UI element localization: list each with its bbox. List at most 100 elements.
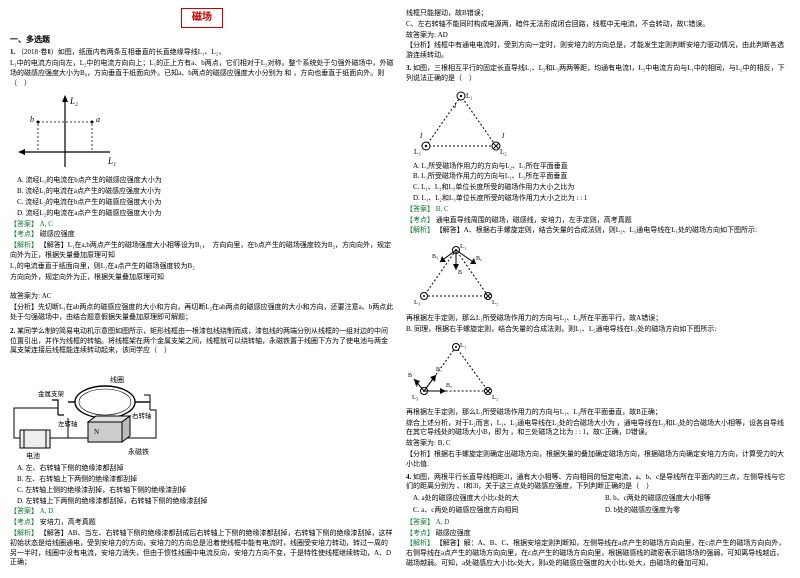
topic-label: 【考点】: [10, 518, 38, 526]
q1-optC: C. 流经L₂的电流在b点产生的磁感应强度大小为: [10, 198, 394, 208]
q3-ana6: 【分析】根据右手螺旋定则确定出磁场方向，根据矢量的叠加确定磁场方向，根据磁场方向…: [406, 450, 790, 470]
q2-ana: 【解答】AB、当左、右转轴下侧的绝缘漆都刮成后右转轴上下侧的绝缘漆都刮掉，右转轴…: [10, 529, 392, 566]
analysis-label: 【解析】: [406, 539, 434, 547]
q3-ana5: 综合上述分析，对于L₂而言，L₁、L₃通电导线在L₂处的合磁场大小为 ，通电导线…: [406, 419, 790, 439]
svg-text:N: N: [94, 428, 99, 436]
q1-ana1: 【解答】L₁在a,b两点产生的磁场强度大小相等设为B₁， 方向向里，在b点产生的…: [10, 241, 391, 259]
q1-figure: L₂ L₁ b a: [10, 92, 394, 172]
q3-topic-line: 【考点】 通电直导线周围的磁场，磁感线，安培力，左手定则，高考真题: [406, 216, 790, 226]
q2-optA: A. 左、右转轴下侧的绝缘漆都刮掉: [10, 464, 394, 474]
q2-figure: 电池 金属支架 线圈 左转轴 右转轴 N 永磁铁: [10, 360, 394, 460]
answer-label: 【答案】: [406, 518, 434, 526]
svg-text:L₁: L₁: [460, 243, 466, 250]
q1-conclusion2: 【分析】先切断L₁在ab两点的磁感应强度的大小和方向，再切断L₂在ab两点的磁感…: [10, 303, 394, 323]
q1-optB: B. 流经L₁的电流在a点产生的磁感应强度大小为: [10, 187, 394, 197]
svg-text:B: B: [458, 270, 462, 276]
svg-text:L₃: L₃: [414, 299, 420, 306]
analysis-label: 【解析】: [10, 529, 38, 537]
q2-answer: A, D: [40, 507, 54, 515]
q3-ana1: 【解答】A、根据右手螺旋定则，结合矢量的合成法则，则L₂、L₃通电导线在L₁处的…: [436, 226, 757, 234]
svg-text:线圈: 线圈: [110, 375, 124, 384]
topic-label: 【考点】: [406, 216, 434, 224]
q1-ana2: L₁的电流垂直于纸面向里，则L₂在a点产生的磁场强度较为B₂: [10, 262, 394, 272]
q3-ana2: 再根据左手定则，那么L₁所受磁场作用力的方向与L₂、L₃所在平面平行，故A错误；: [406, 314, 790, 324]
q2-answer-line: 【答案】 A, D: [10, 507, 394, 517]
q4-num: 4.: [406, 473, 411, 481]
q1-stem: 1. （2018·卷Ⅱ）如图，纸面内有两条互相垂直的长直绝缘导线L₁、L₂，: [10, 48, 394, 58]
col2-p3: 故答案为: AD: [406, 31, 790, 41]
svg-text:L₃: L₃: [412, 394, 418, 401]
q4-topic: 磁感应强度: [436, 529, 471, 537]
svg-text:B₂: B₂: [446, 383, 452, 389]
q1-conclusion: 故答案为: AC: [10, 292, 394, 302]
q3-optC: C. L₁、L₂和L₃单位长度所受的磁场作用力大小之比为: [406, 183, 790, 193]
svg-text:L₃: L₃: [414, 148, 421, 156]
q1-analysis-line: 【解析】 【解答】L₁在a,b两点产生的磁场强度大小相等设为B₁， 方向向里，在…: [10, 241, 394, 261]
q4-stem: 如图，两根平行长直导线相距2l，通有大小相等、方向相同的恒定电流，a、b、c是导…: [406, 473, 785, 491]
q1-answer-line: 【答案】 A, C: [10, 220, 394, 230]
svg-text:L₁: L₁: [460, 342, 466, 349]
page-title: 磁场: [181, 8, 223, 28]
q4-optC: C. a、c两处的磁感应强度方向相同: [406, 506, 598, 516]
svg-text:I: I: [419, 132, 423, 140]
svg-text:I: I: [501, 132, 505, 140]
svg-text:a: a: [96, 115, 100, 124]
answer-label: 【答案】: [10, 220, 38, 228]
q3-stem: 如图，三根相互平行的固定长直导线L₁、L₂和L₃两两等距，均通有电流I，L₃中电…: [406, 64, 785, 82]
svg-text:金属支架: 金属支架: [38, 389, 65, 398]
svg-text:B₃: B₃: [432, 254, 438, 260]
q1-num: 1.: [10, 48, 15, 56]
q4-analysis-line: 【解析】 【解答】解：A、B、C、根据安培定则判断知，左侧导线在a点产生的磁场方…: [406, 539, 790, 568]
q2-topic-line: 【考点】 安培力，高考真题: [10, 518, 394, 528]
q2-stem-line: 2. 某同学么制的简易电动机示意图如图所示，矩形线框由一根漆包线绕制而成，漆包线…: [10, 327, 394, 356]
answer-label: 【答案】: [10, 507, 38, 515]
q3-answer: B, C: [436, 205, 449, 213]
q3-choices: A. L₁所受磁场作用力的方向与L₂、L₃所在平面垂直 B. L₃所受磁场作用力…: [406, 162, 790, 204]
svg-text:L₁: L₁: [107, 156, 116, 166]
svg-text:左转轴: 左转轴: [58, 419, 78, 428]
q3-figure1: L₁ L₃ L₂ I I I: [406, 88, 790, 158]
col2-p4: 【分析】线框中有通电电流时，受到方向一定时，则安培力的方向总是，才能发生定则判断…: [406, 41, 790, 61]
q2-topic: 安培力，高考真题: [40, 518, 96, 526]
svg-text:永磁铁: 永磁铁: [128, 447, 149, 456]
q4-optD: D. b处的磁感应强度为零: [598, 506, 790, 516]
answer-label: 【答案】: [406, 205, 434, 213]
q3-figure2: L₁ L₃ L₂ B₂ B₃ B: [406, 240, 790, 310]
svg-text:B: B: [408, 373, 412, 379]
q1-choices: A. 流经L₁的电流在b点产生的磁感应强度大小为 B. 流经L₁的电流在a点产生…: [10, 176, 394, 218]
svg-text:L₂: L₂: [500, 148, 507, 156]
q3-ana3: B. 同理，根据右手螺旋定则，结合矢量的合成法则，则L₁、L₂通电导线在L₃处的…: [406, 325, 790, 335]
q3-figure3: L₁ L₃ L₂ I B₂ B B₁: [406, 339, 790, 404]
analysis-label: 【解析】: [406, 226, 434, 234]
q4-answer: A, D: [436, 518, 450, 526]
q1-topic-line: 【考点】 磁感应强度: [10, 230, 394, 240]
q1-topic: 磁感应强度: [40, 230, 75, 238]
q1-ana3: 方向向外，规定向外为正，根据矢量叠加原理可知: [10, 273, 394, 283]
svg-text:b: b: [30, 115, 34, 124]
topic-label: 【考点】: [406, 529, 434, 537]
q2-num: 2.: [10, 327, 15, 335]
title-box: 磁场: [10, 8, 394, 28]
col2-p1: 线框只能摆动，故B错误；: [406, 9, 790, 19]
q2-optD: D. 左转轴上下两侧的绝缘漆都刮掉，右转轴下侧的绝缘漆刮掉: [10, 497, 394, 507]
topic-label: 【考点】: [10, 230, 38, 238]
q3-ana1-line: 【解析】 【解答】A、根据右手螺旋定则，结合矢量的合成法则，则L₂、L₃通电导线…: [406, 226, 790, 236]
q4-stem-line: 4. 如图，两根平行长直导线相距2l，通有大小相等、方向相同的恒定电流，a、b、…: [406, 473, 790, 493]
q3-concl: 故答案为: B, C: [406, 439, 790, 449]
q4-optA: A. a处的磁感应强度大小比c处的大: [406, 494, 598, 504]
q1-optA: A. 流经L₁的电流在b点产生的磁感应强度大小为: [10, 176, 394, 186]
q2-choices: A. 左、右转轴下侧的绝缘漆都刮掉 B. 左、右转轴上下两侧的绝缘漆都刮掉 C.…: [10, 464, 394, 506]
q4-optB: B. b、c两处的磁感应强度大小相等: [598, 494, 790, 504]
svg-text:电池: 电池: [26, 451, 40, 460]
col2-p2: C、左右转轴不能同时构成电源两，暗件无法形成闭合回路，线框中无电流，不会转动，故…: [406, 20, 790, 30]
svg-text:L₂: L₂: [69, 96, 78, 106]
q3-optA: A. L₁所受磁场作用力的方向与L₂、L₃所在平面垂直: [406, 162, 790, 172]
q3-num: 3.: [406, 64, 411, 72]
q3-answer-line: 【答案】 B, C: [406, 205, 790, 215]
q3-topic: 通电直导线周围的磁场，磁感线，安培力，左手定则，高考真题: [436, 216, 632, 224]
q3-optD: D. L₁、L₂和L₃单位长度所受的磁场作用力大小之比为 : : 1: [406, 194, 790, 204]
q1-stem-text: （2018·卷Ⅱ）如图，纸面内有两条互相垂直的长直绝缘导线L₁、L₂，: [17, 48, 225, 56]
q3-stem-line: 3. 如图，三根相互平行的固定长直导线L₁、L₂和L₃两两等距，均通有电流I，L…: [406, 64, 790, 84]
svg-text:B₁: B₁: [436, 367, 442, 373]
q4-topic-line: 【考点】 磁感应强度: [406, 529, 790, 539]
